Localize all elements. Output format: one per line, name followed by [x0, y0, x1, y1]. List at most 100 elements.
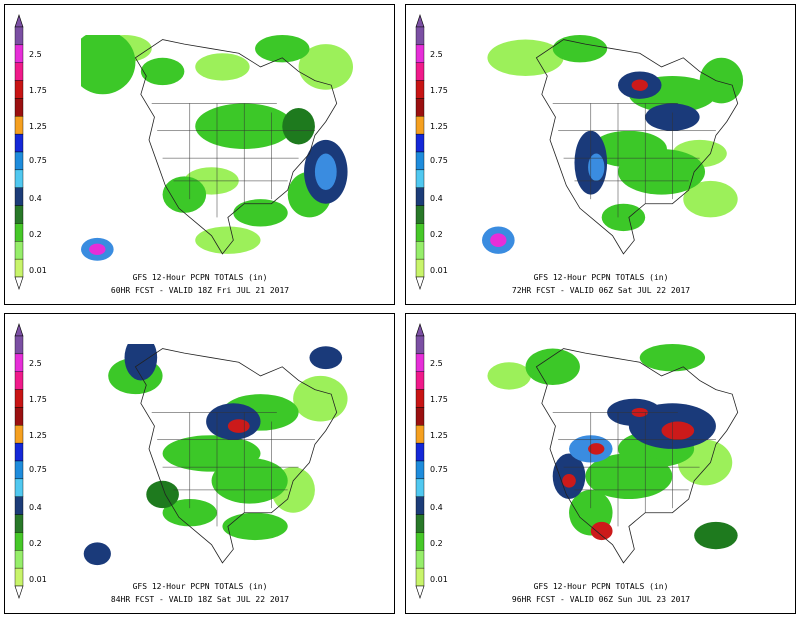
legend-swatch	[415, 532, 425, 551]
color-legend: 2.5 1.75 1.25 0.75 0.4 0.2 0.01	[14, 14, 47, 290]
color-legend: 2.5 1.75 1.25 0.75 0.4 0.2 0.01	[415, 14, 448, 290]
coastline	[134, 39, 338, 255]
legend-swatch	[14, 241, 24, 260]
legend-swatch	[415, 389, 425, 408]
legend-tick-label: 0.75	[29, 465, 47, 474]
legend-swatch	[14, 169, 24, 188]
legend-swatch	[14, 550, 24, 569]
legend-swatch	[415, 62, 425, 81]
legend-tick-label: 0.4	[29, 503, 42, 512]
legend-swatch	[415, 80, 425, 99]
legend-swatch	[14, 205, 24, 224]
legend-swatch	[14, 26, 24, 46]
legend-tick-label: 0.75	[430, 465, 448, 474]
panel-subtitle: 84HR FCST - VALID 18Z Sat JUL 22 2017	[111, 595, 289, 604]
precip-blob	[211, 458, 288, 504]
legend-swatch	[14, 44, 24, 63]
precip-blob	[89, 243, 106, 256]
legend-swatch	[14, 478, 24, 497]
panel-svg: 2.5 1.75 1.25 0.75 0.4 0.2 0.01 GFS 12-Hour PC…	[415, 14, 744, 295]
legend-swatch	[415, 407, 425, 426]
legend-swatch	[415, 116, 425, 135]
precip-blob	[585, 453, 673, 500]
panel-svg: 2.5 1.75 1.25 0.75 0.4 0.2 0.01 GFS 12-Hour PC…	[14, 323, 348, 604]
precip-blob	[588, 443, 605, 455]
precip-blob	[255, 35, 310, 63]
precip-blob	[314, 153, 337, 191]
legend-tick-label: 0.4	[29, 194, 42, 203]
precip-blob	[162, 176, 207, 213]
legend-swatch	[415, 258, 425, 278]
precip-blob	[601, 203, 646, 232]
precip-field	[487, 344, 739, 564]
legend-arrow-bottom	[14, 585, 24, 599]
legend-swatch	[415, 567, 425, 587]
legend-tick-label: 1.25	[430, 431, 448, 440]
legend-swatch	[14, 133, 24, 153]
legend-tick-label: 0.01	[430, 266, 448, 275]
precip-blob	[227, 419, 250, 433]
precip-blob	[140, 57, 185, 86]
precip-blob	[195, 53, 250, 81]
legend-swatch	[14, 151, 24, 171]
panel-title: GFS 12-Hour PCPN TOTALS (in)	[133, 273, 268, 282]
legend-swatch	[415, 26, 425, 46]
legend-swatch	[415, 460, 425, 480]
forecast-panel-72hr: 2.5 1.75 1.25 0.75 0.4 0.2 0.01 GFS 12-Hour PC…	[405, 4, 796, 305]
precip-blob	[124, 344, 158, 381]
legend-tick-label: 1.75	[29, 86, 47, 95]
legend-swatch	[14, 223, 24, 242]
panel-subtitle: 96HR FCST - VALID 06Z Sun JUL 23 2017	[512, 595, 690, 604]
legend-arrow-bottom	[415, 276, 425, 290]
legend-swatch	[415, 371, 425, 390]
precip-blob	[490, 233, 507, 248]
legend-swatch	[415, 44, 425, 63]
legend-tick-label: 0.2	[29, 539, 42, 548]
legend-tick-label: 0.2	[29, 230, 42, 239]
panel-svg: 2.5 1.75 1.25 0.75 0.4 0.2 0.01 GFS 12-Hour PC…	[14, 14, 353, 295]
legend-swatch	[415, 223, 425, 242]
forecast-panel-60hr: 2.5 1.75 1.25 0.75 0.4 0.2 0.01 GFS 12-Hour PC…	[4, 4, 395, 305]
legend-tick-label: 1.25	[430, 122, 448, 131]
legend-arrow-bottom	[415, 585, 425, 599]
precip-blob	[298, 44, 353, 90]
precip-blob	[195, 226, 261, 254]
legend-tick-label: 0.4	[430, 503, 443, 512]
coastline	[535, 39, 739, 255]
precip-map	[81, 35, 353, 261]
legend-swatch	[14, 567, 24, 587]
legend-tick-label: 0.75	[29, 156, 47, 165]
legend-arrow-top	[415, 323, 425, 337]
panel-title: GFS 12-Hour PCPN TOTALS (in)	[133, 582, 268, 591]
panel-svg: 2.5 1.75 1.25 0.75 0.4 0.2 0.01 GFS 12-Hour PC…	[415, 323, 739, 604]
precip-blob	[590, 521, 613, 541]
legend-tick-label: 0.4	[430, 194, 443, 203]
legend-tick-label: 1.75	[430, 86, 448, 95]
legend-tick-label: 0.01	[29, 575, 47, 584]
legend-swatch	[415, 187, 425, 206]
legend-tick-label: 2.5	[29, 50, 42, 59]
precip-field	[81, 35, 353, 261]
legend-tick-label: 0.2	[430, 539, 443, 548]
legend-tick-label: 0.2	[430, 230, 443, 239]
precip-blob	[525, 348, 580, 386]
coastline	[134, 348, 338, 564]
legend-swatch	[415, 133, 425, 153]
precip-blob	[233, 199, 288, 227]
coastline	[535, 348, 739, 564]
legend-arrow-top	[14, 323, 24, 337]
legend-tick-label: 0.01	[29, 266, 47, 275]
legend-swatch	[14, 258, 24, 278]
legend-swatch	[415, 478, 425, 497]
precip-blob	[487, 362, 531, 390]
precip-blob	[83, 542, 111, 566]
precip-map	[83, 344, 348, 566]
legend-arrow-bottom	[14, 276, 24, 290]
legend-swatch	[14, 371, 24, 390]
precip-field	[482, 35, 744, 255]
precip-blob	[694, 521, 738, 550]
precip-blob	[81, 35, 136, 95]
legend-tick-label: 1.75	[29, 395, 47, 404]
legend-swatch	[14, 425, 24, 444]
precip-blob	[487, 39, 564, 77]
